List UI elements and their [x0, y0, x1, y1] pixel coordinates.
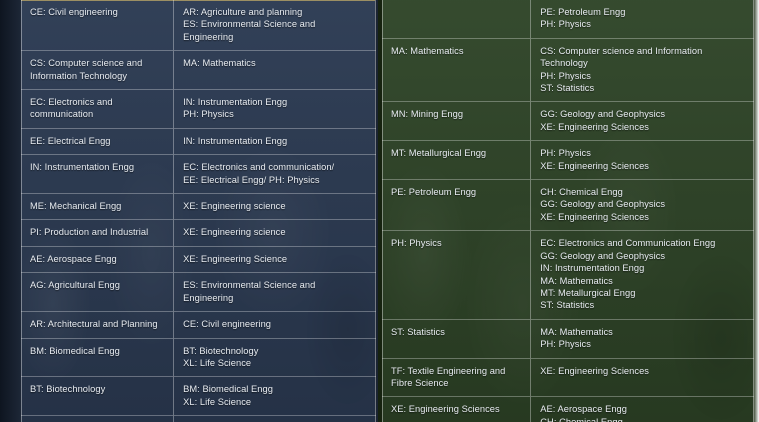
- table-row: PI: Production and Industrial XE: Enginee…: [21, 219, 376, 247]
- table-row: AR: Architectural and Planning CE: Civil …: [21, 311, 376, 338]
- discipline-cell: PI: Production and Industrial: [21, 219, 175, 247]
- right-panel: PE: Petroleum Engg PH: Physics MA: Mathem…: [378, 0, 759, 422]
- table-row: TF: Textile Engineering and Fibre Scienc…: [382, 357, 754, 397]
- right-table-wrapper: PE: Petroleum Engg PH: Physics MA: Mathem…: [382, 0, 754, 422]
- eligible-papers-cell: IN: Instrumentation Engg PH: Physics: [173, 89, 376, 129]
- left-table: CE: Civil engineering AR: Agriculture and…: [21, 0, 376, 422]
- discipline-cell: PE: Petroleum Engg: [382, 179, 532, 231]
- eligible-papers-cell: BT: Biotechnology XL: Life Science: [173, 337, 376, 377]
- eligible-papers-cell: PE: Petroleum Engg PH: Physics: [540, 7, 626, 30]
- table-row: EC: Electronics and communication IN: Ins…: [21, 89, 376, 129]
- discipline-cell: MN: Mining Engg: [382, 101, 532, 141]
- eligible-papers-cell: XE: Engineering science: [173, 193, 376, 220]
- eligible-papers-cell: CH: Chemical Engg GG: Geology and Geophy…: [530, 179, 754, 231]
- table-row: CH: Chemical EnggCY: Chemistry PE: Petro…: [21, 415, 376, 422]
- table-row: XE: Engineering Sciences AE: Aerospace En…: [382, 396, 754, 422]
- table-row: AG: Agricultural Engg ES: Environmental S…: [21, 272, 376, 312]
- left-table-body: CE: Civil engineering AR: Agriculture and…: [21, 0, 376, 422]
- discipline-cell: TF: Textile Engineering and Fibre Scienc…: [382, 357, 532, 397]
- eligible-papers-cell: EC: Electronics and Communication Engg G…: [530, 230, 754, 320]
- table-row: MN: Mining Engg GG: Geology and Geophysic…: [382, 101, 754, 141]
- table-row: ST: Statistics MA: Mathematics PH: Physic…: [382, 318, 754, 359]
- discipline-cell: EC: Electronics and communication: [21, 89, 175, 129]
- discipline-cell: BM: Biomedical Engg: [21, 337, 175, 377]
- eligible-papers-cell: XE: Engineering Sciences: [530, 357, 754, 397]
- right-table: PE: Petroleum Engg PH: Physics MA: Mathem…: [382, 0, 754, 422]
- discipline-cell: AR: Architectural and Planning: [21, 311, 175, 338]
- table-row: ME: Mechanical Engg XE: Engineering scien…: [21, 193, 376, 220]
- eligible-papers-cell: CY: Chemistry PE: Petroleum Engg XE: Eng…: [173, 415, 376, 422]
- table-row: CE: Civil engineering AR: Agriculture and…: [21, 0, 376, 51]
- right-panel-right-edge: [753, 0, 759, 422]
- eligible-papers-cell: XE: Engineering science: [173, 219, 376, 247]
- table-row: BM: Biomedical Engg BT: Biotechnology XL:…: [21, 337, 376, 377]
- left-panel: CE: Civil engineering AR: Agriculture and…: [0, 0, 378, 422]
- eligible-papers-cell: AE: Aerospace Engg CH: Chemical Engg ME:…: [530, 396, 754, 422]
- eligible-papers-cell: IN: Instrumentation Engg: [173, 127, 376, 155]
- discipline-cell: CH: Chemical Engg: [21, 415, 175, 422]
- eligible-papers-cell: CS: Computer science and Information Tec…: [530, 37, 754, 102]
- table-row: AE: Aerospace Engg XE: Engineering Scienc…: [21, 245, 376, 273]
- eligible-papers-cell: MA: Mathematics PH: Physics: [530, 318, 754, 359]
- table-row: PE: Petroleum Engg CH: Chemical Engg GG: …: [382, 179, 754, 231]
- discipline-cell: [382, 0, 532, 39]
- eligible-papers-cell: EC: Electronics and communication/ EE: E…: [173, 154, 376, 194]
- eligible-papers-cell: XE: Engineering Science: [173, 245, 376, 273]
- left-panel-right-edge: [375, 0, 378, 422]
- table-row: EE: Electrical Engg IN: Instrumentation E…: [21, 127, 376, 155]
- left-panel-left-edge: [0, 0, 21, 422]
- eligible-papers-cell: MA: Mathematics: [173, 50, 376, 90]
- discipline-cell: CE: Civil engineering: [21, 0, 175, 51]
- discipline-cell: CS: Computer science and Information Tec…: [21, 50, 175, 90]
- table-row: IN: Instrumentation Engg EC: Electronics …: [21, 154, 376, 194]
- table-row: MA: Mathematics CS: Computer science and …: [382, 37, 754, 102]
- discipline-cell: MT: Metallurgical Engg: [382, 140, 532, 180]
- eligible-papers-cell: AR: Agriculture and planning ES: Environ…: [183, 7, 316, 42]
- eligible-papers-cell: CE: Civil engineering: [173, 311, 376, 338]
- left-table-wrapper: CE: Civil engineering AR: Agriculture and…: [21, 0, 376, 422]
- discipline-cell: EE: Electrical Engg: [21, 127, 175, 155]
- eligible-papers-cell: ES: Environmental Science and Engineerin…: [173, 272, 376, 312]
- discipline-cell: BT: Biotechnology: [21, 376, 175, 416]
- right-panel-left-edge: [378, 0, 382, 422]
- eligible-papers-cell: BM: Biomedical Engg XL: Life Science: [173, 376, 376, 416]
- left-panel-top-rule: [21, 0, 375, 1]
- discipline-cell: ME: Mechanical Engg: [21, 193, 175, 220]
- discipline-cell: ST: Statistics: [382, 318, 532, 359]
- right-table-body: PE: Petroleum Engg PH: Physics MA: Mathem…: [382, 0, 754, 422]
- eligible-papers-cell: GG: Geology and Geophysics XE: Engineeri…: [530, 101, 754, 141]
- table-row: PH: Physics EC: Electronics and Communica…: [382, 230, 754, 320]
- table-row: PE: Petroleum Engg PH: Physics: [382, 0, 754, 39]
- eligible-papers-cell: PH: Physics XE: Engineering Sciences: [530, 140, 754, 180]
- table-row: BT: Biotechnology BM: Biomedical Engg XL:…: [21, 376, 376, 416]
- table-row: CS: Computer science and Information Tec…: [21, 50, 376, 90]
- discipline-cell: AG: Agricultural Engg: [21, 272, 175, 312]
- table-row: MT: Metallurgical Engg PH: Physics XE: En…: [382, 140, 754, 180]
- discipline-cell: IN: Instrumentation Engg: [21, 154, 175, 194]
- discipline-cell: PH: Physics: [382, 230, 532, 320]
- discipline-cell: MA: Mathematics: [382, 37, 532, 102]
- discipline-cell: XE: Engineering Sciences: [382, 396, 532, 422]
- discipline-cell: AE: Aerospace Engg: [21, 245, 175, 273]
